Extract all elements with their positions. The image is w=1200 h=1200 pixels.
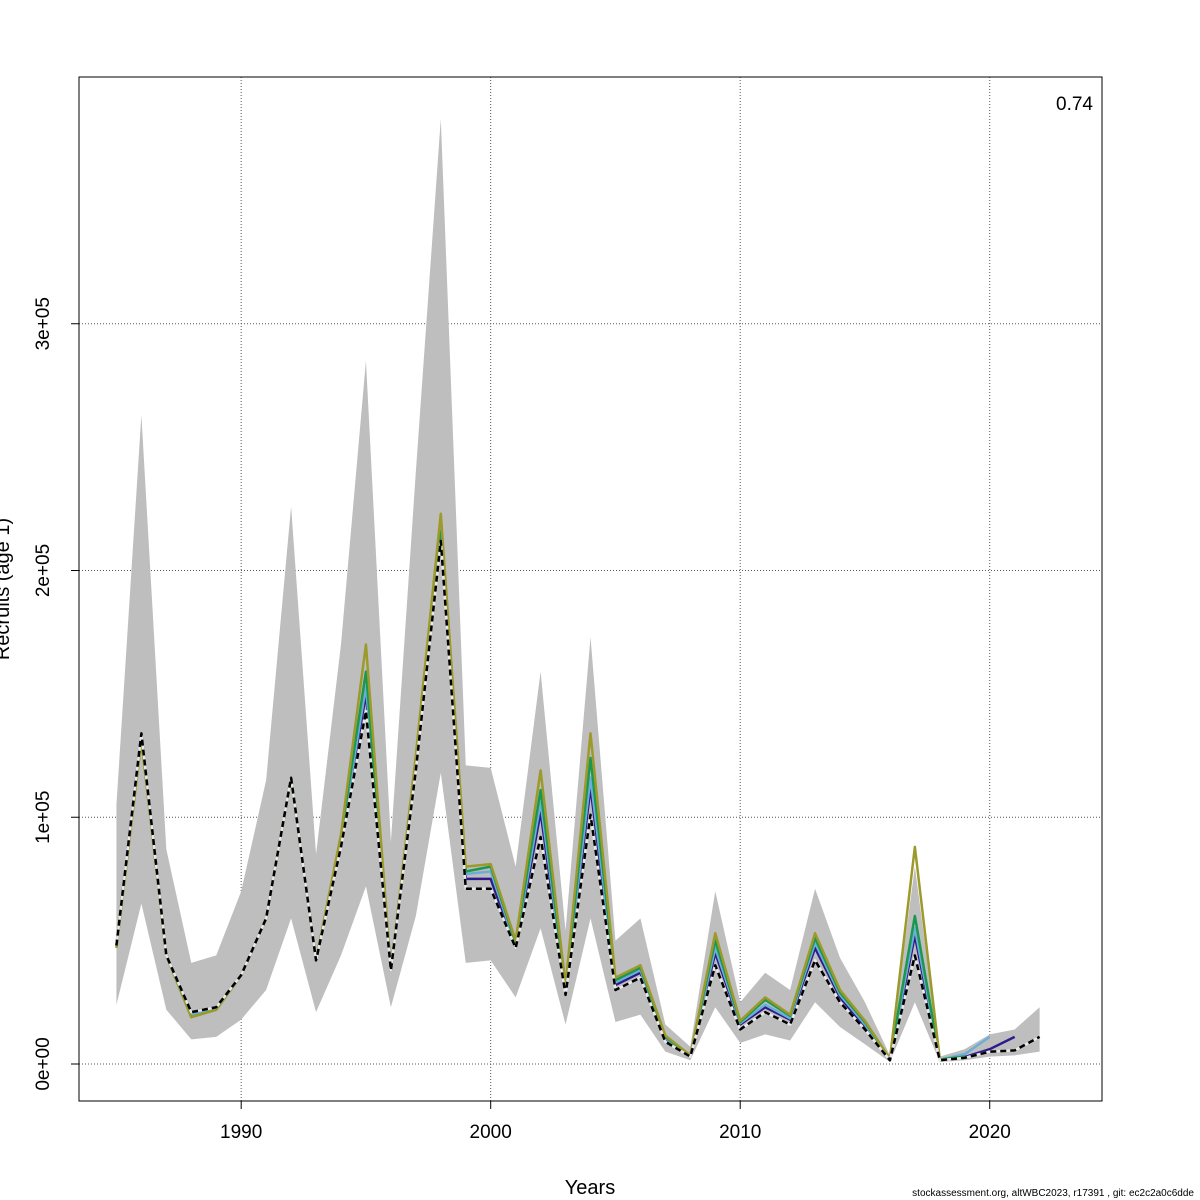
y-axis-title: Recruits (age 1) <box>0 518 14 660</box>
series-lines-layer <box>115 512 1041 1062</box>
y-tick-label: 3e+05 <box>33 297 54 350</box>
grid-lines <box>79 77 1102 1101</box>
y-tick-label: 0e+00 <box>33 1037 54 1090</box>
x-tick-label: 1990 <box>220 1122 262 1143</box>
corner-value: 0.74 <box>1056 94 1093 115</box>
footer-note: stockassessment.org, altWBC2023, r17391 … <box>912 1188 1194 1199</box>
x-tick-label: 2000 <box>470 1122 512 1143</box>
plot-frame <box>78 76 1103 1102</box>
x-tick-label: 2020 <box>969 1122 1011 1143</box>
confidence-band <box>116 118 1040 1063</box>
axes: 1990 2000 2010 2020 0e+00 1e+05 2e+05 3e+05 <box>33 297 1011 1143</box>
confidence-band-layer <box>116 118 1040 1063</box>
x-tick-label: 2010 <box>719 1122 761 1143</box>
series-line-0 <box>115 539 1041 1062</box>
x-axis-title: Years <box>565 1177 615 1199</box>
y-tick-label: 2e+05 <box>33 544 54 597</box>
y-tick-label: 1e+05 <box>33 791 54 844</box>
